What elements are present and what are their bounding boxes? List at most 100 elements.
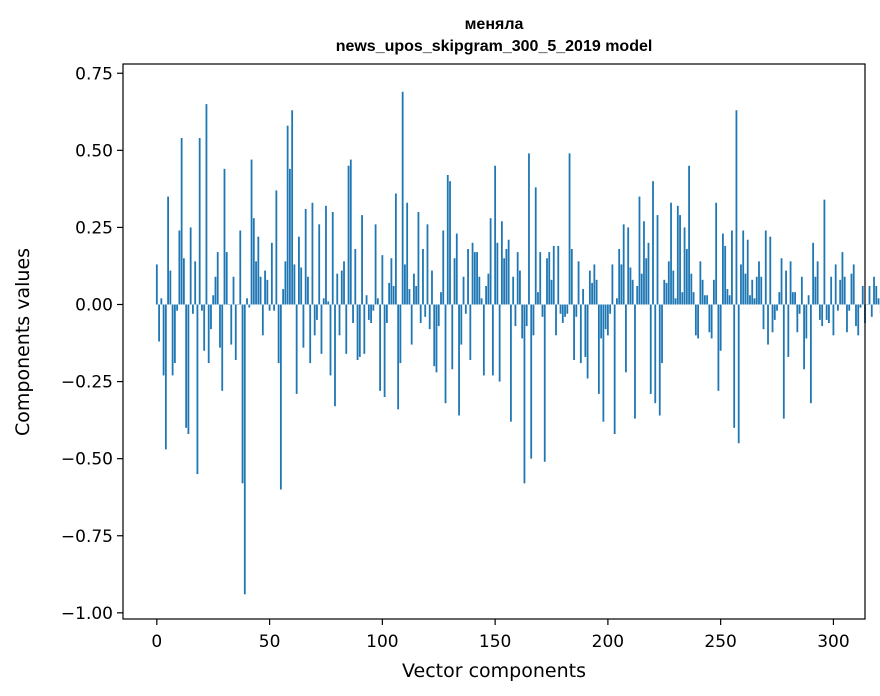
bar-202 (611, 264, 614, 305)
bar-89 (356, 304, 359, 360)
bar-2 (160, 298, 163, 305)
bar-74 (322, 298, 325, 305)
bar-92 (363, 304, 366, 354)
bar-75 (325, 205, 327, 305)
bar-52 (273, 304, 275, 311)
bar-160 (516, 252, 519, 305)
bar-122 (431, 270, 433, 305)
bar-294 (818, 304, 821, 320)
x-tick-label-0: 0 (151, 632, 162, 652)
bar-255 (731, 230, 733, 305)
bar-298 (828, 304, 830, 323)
bar-150 (494, 165, 497, 305)
bar-176 (552, 245, 555, 305)
bar-18 (196, 304, 199, 475)
bar-35 (234, 304, 237, 360)
bar-223 (658, 304, 661, 416)
bar-251 (722, 233, 724, 305)
x-tick-label-100: 100 (366, 632, 398, 652)
bar-4 (164, 304, 167, 450)
bar-66 (304, 208, 307, 305)
bar-169 (537, 292, 539, 305)
bar-278 (782, 304, 785, 419)
bar-45 (257, 236, 260, 305)
bar-261 (744, 273, 747, 305)
bar-299 (830, 276, 833, 305)
bar-195 (595, 279, 598, 305)
bar-11 (180, 138, 183, 305)
bar-86 (349, 159, 352, 305)
bar-198 (602, 304, 605, 422)
bar-37 (239, 230, 242, 305)
bar-199 (604, 304, 607, 330)
bar-95 (370, 304, 372, 323)
bar-211 (631, 279, 634, 305)
bar-274 (773, 304, 776, 320)
bar-111 (406, 202, 409, 305)
bar-9 (176, 304, 179, 311)
bar-80 (336, 273, 339, 305)
bar-70 (313, 304, 316, 336)
bar-44 (255, 261, 257, 305)
bar-170 (539, 252, 542, 305)
bar-47 (261, 304, 264, 336)
bar-191 (586, 304, 589, 379)
bar-1 (158, 304, 160, 342)
bar-121 (428, 304, 431, 330)
bar-138 (467, 249, 469, 305)
bar-320 (877, 298, 880, 305)
y-tick-label-2: −0.50 (61, 450, 113, 470)
bar-72 (318, 224, 321, 305)
bar-288 (805, 304, 808, 339)
bar-188 (579, 304, 582, 364)
bar-3 (162, 304, 165, 376)
bar-141 (473, 252, 476, 305)
bar-312 (859, 304, 862, 308)
bar-287 (803, 304, 805, 370)
bar-258 (737, 304, 740, 444)
bar-102 (385, 304, 388, 323)
bar-48 (264, 270, 266, 305)
bar-210 (629, 267, 632, 305)
bar-316 (868, 286, 871, 305)
bar-64 (300, 267, 303, 305)
bar-99 (379, 304, 381, 391)
bar-233 (681, 292, 684, 305)
bar-30 (223, 168, 226, 305)
bar-227 (667, 261, 670, 305)
bar-143 (478, 276, 481, 305)
bar-238 (692, 292, 695, 305)
x-axis-ticks: 0 50 100 150 200 250 300 (151, 619, 850, 652)
bar-158 (512, 276, 515, 305)
bar-205 (618, 249, 621, 305)
y-tick-label-5: 0.25 (75, 218, 113, 238)
bar-236 (688, 165, 690, 305)
bar-147 (487, 273, 490, 305)
bar-60 (291, 110, 294, 305)
bar-171 (541, 304, 544, 317)
bar-266 (755, 276, 758, 305)
bar-179 (559, 304, 562, 314)
bar-41 (248, 304, 251, 308)
bar-264 (751, 279, 754, 305)
bar-313 (861, 286, 864, 305)
y-axis-label: Components values (12, 248, 34, 436)
bar-31 (225, 252, 228, 305)
bar-68 (309, 304, 312, 364)
bar-155 (505, 249, 508, 305)
bar-229 (672, 270, 675, 305)
bar-265 (753, 298, 756, 305)
bar-76 (327, 301, 330, 305)
bar-56 (282, 289, 285, 305)
bar-82 (340, 270, 343, 305)
bar-38 (241, 304, 244, 484)
bar-15 (189, 227, 192, 305)
bar-166 (530, 304, 533, 459)
x-tick-label-200: 200 (592, 632, 624, 652)
bar-209 (627, 227, 630, 305)
bar-104 (390, 258, 393, 305)
bar-132 (453, 258, 456, 305)
bar-194 (593, 264, 596, 305)
bar-276 (778, 292, 781, 305)
bar-279 (785, 270, 787, 305)
